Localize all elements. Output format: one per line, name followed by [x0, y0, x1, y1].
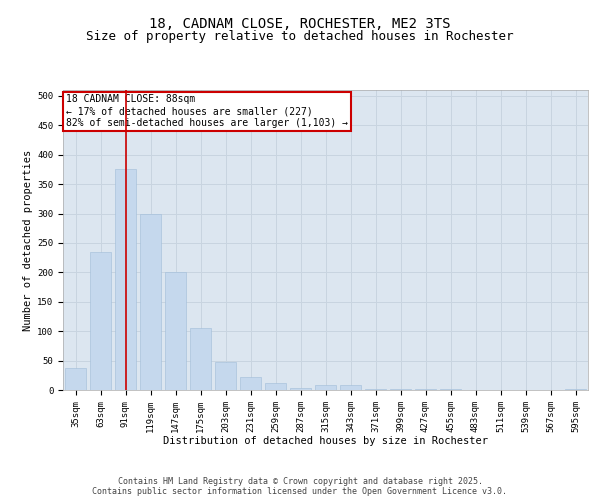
Bar	[565, 389, 586, 390]
Bar	[115, 170, 136, 390]
Text: Contains public sector information licensed under the Open Government Licence v3: Contains public sector information licen…	[92, 487, 508, 496]
Bar	[340, 384, 361, 390]
Bar	[65, 368, 86, 390]
Text: 18 CADNAM CLOSE: 88sqm
← 17% of detached houses are smaller (227)
82% of semi-de: 18 CADNAM CLOSE: 88sqm ← 17% of detached…	[65, 94, 347, 128]
Text: Contains HM Land Registry data © Crown copyright and database right 2025.: Contains HM Land Registry data © Crown c…	[118, 477, 482, 486]
Bar	[90, 252, 111, 390]
Y-axis label: Number of detached properties: Number of detached properties	[23, 150, 33, 330]
Bar	[140, 214, 161, 390]
X-axis label: Distribution of detached houses by size in Rochester: Distribution of detached houses by size …	[163, 436, 488, 446]
Bar	[190, 328, 211, 390]
Bar	[165, 272, 186, 390]
Bar	[290, 388, 311, 390]
Bar	[215, 362, 236, 390]
Bar	[365, 389, 386, 390]
Bar	[315, 386, 336, 390]
Text: 18, CADNAM CLOSE, ROCHESTER, ME2 3TS: 18, CADNAM CLOSE, ROCHESTER, ME2 3TS	[149, 18, 451, 32]
Text: Size of property relative to detached houses in Rochester: Size of property relative to detached ho…	[86, 30, 514, 43]
Bar	[240, 377, 261, 390]
Bar	[265, 383, 286, 390]
